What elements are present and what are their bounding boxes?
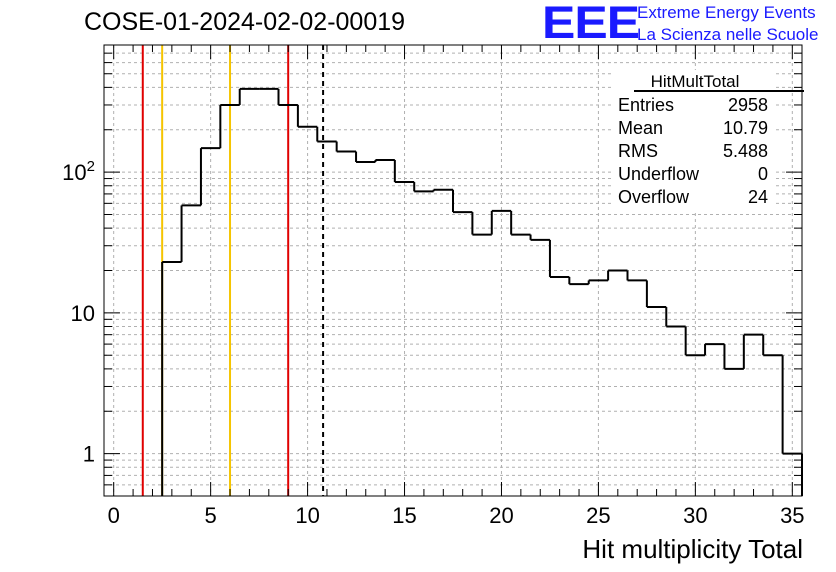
- histogram-bin: [548, 239, 570, 278]
- stats-row-label: Underflow: [618, 164, 700, 184]
- histogram-bin: [335, 141, 357, 153]
- histogram-bin: [296, 104, 318, 128]
- stats-box-background: [612, 70, 774, 210]
- marker-lines-layer: [141, 45, 325, 496]
- eee-logo: EEE: [542, 0, 640, 48]
- histogram-bin: [199, 147, 221, 206]
- x-tick-label: 15: [392, 503, 416, 528]
- histogram-bin: [452, 189, 473, 214]
- stats-row-value: 5.488: [723, 141, 768, 161]
- x-axis-label: Hit multiplicity Total: [582, 534, 803, 564]
- y-tick-label: 10: [71, 301, 95, 326]
- stats-row-value: 10.79: [723, 118, 768, 138]
- stats-row-value: 2958: [728, 95, 768, 115]
- histogram-bin: [645, 280, 667, 309]
- logo-text-line1: Extreme Energy Events: [637, 3, 816, 22]
- stats-row-value: 0: [758, 164, 768, 184]
- stats-row-label: Entries: [618, 95, 674, 115]
- histogram-layer: [161, 87, 803, 496]
- histogram-bin: [587, 279, 609, 285]
- histogram-bin: [393, 159, 415, 184]
- x-tick-label: 0: [108, 503, 120, 528]
- x-tick-label: 20: [489, 503, 513, 528]
- logo-text-line2: La Scienza nelle Scuole: [637, 25, 819, 44]
- histogram-bin: [626, 270, 647, 282]
- histogram-bin: [665, 307, 686, 328]
- histogram-bin: [374, 158, 395, 162]
- histogram-bin: [161, 260, 182, 496]
- histogram-bin: [684, 326, 706, 357]
- histogram-bin: [432, 188, 453, 192]
- histogram-bin: [238, 87, 260, 105]
- stats-box-title: HitMultTotal: [651, 72, 740, 91]
- histogram-bin: [219, 103, 240, 149]
- x-tick-label: 5: [205, 503, 217, 528]
- x-tick-label: 25: [586, 503, 610, 528]
- histogram-bin: [762, 334, 783, 357]
- histogram-bin: [471, 212, 492, 236]
- grid-layer: [104, 44, 802, 497]
- axis-layer: 0 5 10 15 20 25 30 35 1 10 102: [62, 44, 805, 528]
- y-tick-label: 102: [62, 158, 95, 185]
- histogram-bin: [355, 151, 376, 163]
- x-tick-label: 30: [683, 503, 707, 528]
- histogram-bin: [529, 234, 550, 241]
- histogram-bin: [180, 204, 201, 262]
- y-tick-label: 1: [83, 442, 95, 467]
- stats-box: HitMultTotal Entries 2958 Mean 10.79 RMS 5.488…: [612, 70, 804, 210]
- x-tick-label: 35: [780, 503, 804, 528]
- histogram-bin: [316, 126, 337, 143]
- stats-row-value: 24: [748, 187, 768, 207]
- histogram-bin: [568, 276, 589, 286]
- histogram-bin: [742, 333, 764, 369]
- histogram-bin: [413, 182, 434, 193]
- histogram-bin: [510, 210, 531, 236]
- histogram-bin: [277, 88, 298, 106]
- histogram-bin: [723, 344, 744, 370]
- stats-row-label: Overflow: [618, 187, 690, 207]
- histogram-bin: [607, 269, 628, 281]
- histogram-bin: [490, 209, 512, 235]
- histogram-bin: [704, 343, 725, 356]
- stats-row-label: Mean: [618, 118, 663, 138]
- chart-title: COSE-01-2024-02-02-00019: [84, 8, 406, 36]
- x-tick-label: 10: [295, 503, 319, 528]
- stats-row-label: RMS: [618, 141, 658, 161]
